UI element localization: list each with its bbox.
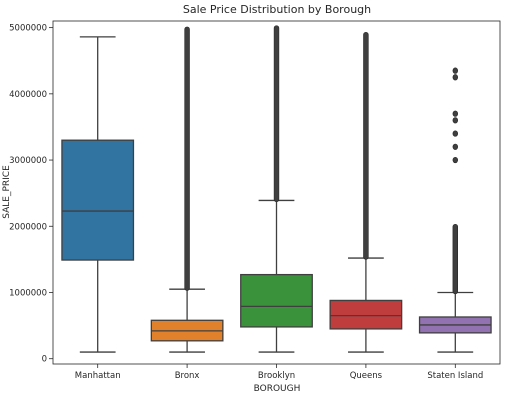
- outlier-point: [452, 156, 458, 164]
- outlier-band: [184, 26, 190, 291]
- x-tick-label: Staten Island: [427, 371, 483, 381]
- outlier-band: [363, 31, 369, 260]
- y-tick-label: 2000000: [9, 222, 47, 232]
- y-axis-ticks: 0 1000000 2000000 3000000 4000000 5000000: [9, 24, 53, 365]
- x-axis-ticks: Manhattan Bronx Brooklyn Queens Staten Islan…: [75, 364, 483, 381]
- y-tick-label: 1000000: [9, 288, 47, 298]
- box-bronx: [150, 26, 224, 353]
- iqr-box: [61, 139, 135, 261]
- x-tick-label: Queens: [350, 371, 383, 381]
- outlier-band: [452, 223, 458, 295]
- x-axis-label: BOROUGH: [254, 384, 301, 394]
- y-axis-label: SALE_PRICE: [2, 165, 12, 219]
- box-queens: [329, 31, 403, 353]
- chart-title: Sale Price Distribution by Borough: [183, 3, 371, 16]
- outlier-point: [452, 110, 458, 117]
- outlier-point: [452, 143, 458, 150]
- y-tick-label: 4000000: [9, 90, 47, 100]
- box-brooklyn: [240, 25, 313, 353]
- outlier-point: [452, 67, 458, 74]
- outlier-band: [273, 25, 280, 203]
- y-tick-label: 0: [42, 355, 47, 365]
- outlier-point: [452, 130, 458, 137]
- y-tick-label: 3000000: [9, 156, 47, 166]
- box-manhattan: [61, 36, 135, 353]
- box-series: [61, 25, 492, 353]
- outlier-point: [452, 74, 458, 81]
- box-staten-island: [418, 67, 492, 353]
- iqr-box: [240, 273, 313, 328]
- x-tick-label: Brooklyn: [258, 371, 295, 381]
- x-tick-label: Manhattan: [75, 371, 121, 381]
- iqr-box: [329, 299, 403, 330]
- y-tick-label: 5000000: [9, 24, 47, 34]
- x-tick-label: Bronx: [175, 371, 200, 381]
- outlier-point: [452, 117, 458, 124]
